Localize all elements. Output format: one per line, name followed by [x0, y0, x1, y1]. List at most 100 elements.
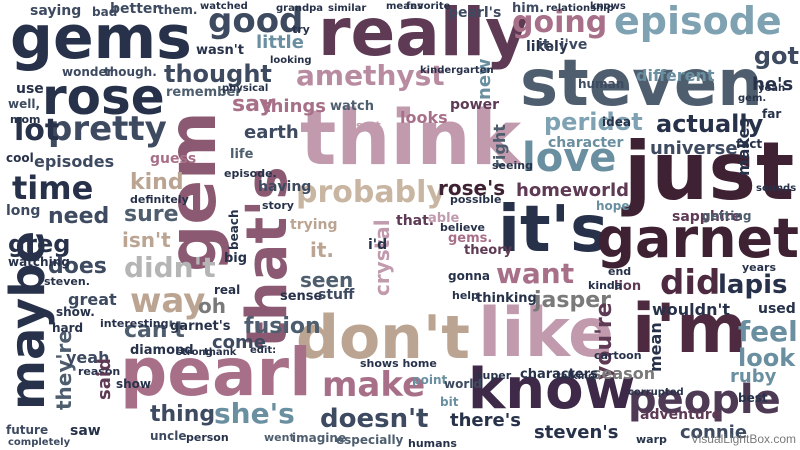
word-pearl: pearl	[120, 334, 312, 411]
word-actually: actually	[656, 110, 764, 138]
word-little: little	[256, 32, 304, 53]
word-story: story	[262, 199, 294, 212]
word-human: human	[578, 77, 625, 91]
word-connie: connie	[680, 422, 748, 443]
word-used: used	[758, 301, 796, 317]
word-isnt: isn't	[122, 228, 171, 252]
word-wonder: wonder	[62, 65, 113, 79]
word-fusion: fusion	[244, 314, 321, 339]
word-looks: looks	[400, 108, 448, 127]
word-saw: saw	[70, 423, 101, 439]
word-thing: thing	[150, 402, 216, 427]
word-shes: she's	[214, 397, 295, 430]
word-likely: likely	[526, 39, 568, 55]
word-kinda: kinda	[588, 279, 623, 292]
word-seeing: seeing	[492, 159, 533, 172]
word-lapis: lapis	[718, 270, 788, 300]
word-amethyst: amethyst	[296, 59, 445, 92]
word-lot: lot	[14, 113, 60, 148]
word-hard: hard	[52, 321, 84, 335]
word-that-dot: that.	[396, 213, 435, 229]
word-especially: especially	[336, 433, 404, 447]
word-reason: reason	[78, 365, 121, 378]
word-yeah-2: yeah	[758, 83, 786, 94]
word-hes: he's	[752, 74, 794, 95]
word-looking: looking	[270, 55, 312, 66]
word-adventure: adventure	[640, 407, 722, 423]
word-idea: idea	[602, 115, 631, 129]
word-shows-home: shows home	[360, 357, 437, 370]
word-theyre: they're	[52, 330, 76, 410]
word-pretty: pretty	[48, 109, 167, 149]
word-warp: warp	[636, 433, 667, 446]
word-cool: cool	[6, 151, 34, 165]
word-gems: gems	[10, 3, 192, 73]
word-edit: edit:	[250, 345, 277, 356]
word-stuff: stuff	[318, 287, 355, 303]
word-better: better	[110, 1, 160, 17]
word-lion: lion	[614, 279, 642, 294]
word-best: best	[738, 391, 768, 405]
word-though: though.	[104, 65, 157, 79]
word-big: big	[224, 251, 248, 266]
word-went: went	[264, 431, 295, 444]
word-good: good	[208, 1, 304, 41]
word-try: try	[292, 23, 310, 36]
word-thought: thought	[164, 60, 272, 88]
word-able: able	[428, 211, 460, 226]
word-dont: don't	[296, 303, 470, 373]
word-really: really	[318, 0, 529, 71]
word-sounds: sounds	[756, 183, 797, 194]
word-completely: completely	[8, 437, 71, 448]
word-world: world	[444, 377, 482, 391]
word-help: help	[452, 289, 479, 302]
word-physical: physical	[222, 83, 269, 94]
word-kind: kind	[130, 170, 184, 195]
word-show-dot: show.	[56, 305, 95, 319]
word-ruby: ruby	[730, 366, 777, 387]
word-got: got	[753, 42, 799, 70]
word-means: means	[386, 1, 424, 12]
word-end: end	[608, 265, 632, 278]
word-watch: watch	[330, 99, 374, 114]
word-homeworld: homeworld	[516, 180, 630, 201]
word-want: want	[496, 257, 575, 290]
word-beach: beach	[227, 209, 241, 250]
word-sapphire: sapphire	[672, 209, 741, 225]
word-gems-dot: gems.	[448, 231, 493, 246]
word-favorite: favorite	[406, 1, 451, 12]
word-things: things	[262, 96, 327, 117]
word-cartoon: cartoon	[594, 349, 642, 362]
word-them: them.	[158, 3, 198, 17]
word-did: did	[660, 263, 721, 303]
word-strong: strong	[176, 347, 213, 358]
word-like: like	[478, 294, 615, 373]
word-great: great	[68, 290, 117, 309]
word-bad: bad	[92, 5, 118, 19]
word-universe: universe	[650, 138, 738, 159]
word-person: person	[186, 431, 229, 444]
watermark-text: VisualLightBox.com	[690, 432, 796, 446]
word-trying: trying	[290, 217, 338, 233]
word-season: season	[592, 364, 656, 383]
word-said: said	[94, 358, 115, 400]
word-steven-dot: steven.	[44, 275, 90, 288]
word-watched: watched	[200, 1, 248, 12]
word-crystal: crystal	[370, 219, 394, 296]
word-im: i'm	[632, 290, 747, 369]
word-power: power	[450, 97, 499, 113]
word-peridot: peridot	[544, 108, 643, 136]
word-rose: rose	[42, 68, 165, 126]
word-garnets: garnet's	[170, 319, 231, 334]
word-him: him.	[512, 1, 545, 16]
word-thank: thank	[204, 347, 237, 358]
word-real: real	[214, 283, 241, 297]
word-possible: possible	[450, 193, 502, 206]
word-knows: knows	[590, 1, 626, 12]
word-use: use	[16, 81, 44, 97]
word-theory: theory	[464, 243, 513, 258]
word-having: having	[258, 179, 312, 195]
word-didnt: didn't	[124, 251, 216, 284]
word-doesnt: doesn't	[320, 404, 429, 434]
word-imagine: imagine	[292, 431, 347, 445]
